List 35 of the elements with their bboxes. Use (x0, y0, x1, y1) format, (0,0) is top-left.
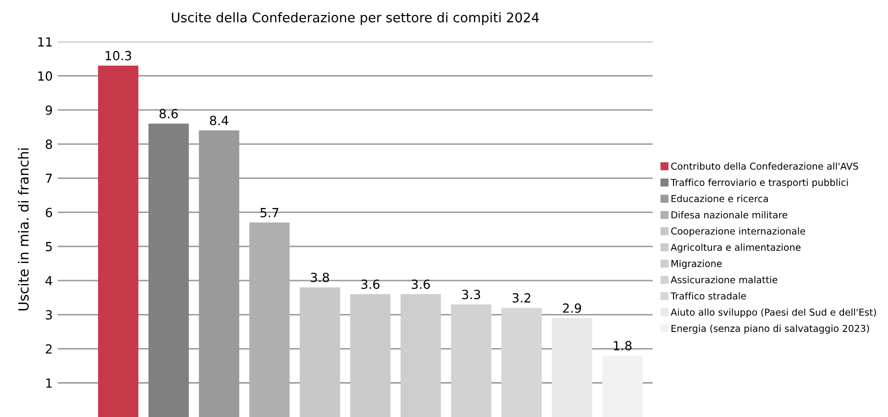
legend-label: Educazione e ricerca (672, 194, 768, 202)
data-label: 3.6 (412, 280, 430, 289)
legend-label: Energia (senza piano di salvataggio 2023) (672, 324, 869, 334)
y-tick-label: 4 (46, 276, 52, 286)
data-label: 2.9 (562, 303, 582, 313)
y-tick-label: 7 (46, 174, 52, 183)
legend-label: Migrazione (672, 260, 722, 269)
y-tick-label: 10 (38, 71, 52, 81)
legend-label: Difesa nazionale militare (672, 211, 788, 218)
y-axis-title: Uscite in mia. di franchi (18, 148, 29, 310)
y-tick-label: 6 (46, 208, 52, 218)
y-tick-label: 3 (46, 310, 52, 320)
data-label: 1.8 (614, 340, 632, 350)
legend-label: Contributo della Confederazione all'AVS (671, 162, 858, 170)
y-tick-label: 5 (46, 242, 52, 252)
legend-label: Traffico stradale (670, 292, 746, 300)
data-label: 10.3 (106, 50, 132, 60)
legend-label: Cooperazione internazionale (671, 227, 806, 236)
legend-label: Agricoltura e alimentazione (670, 244, 801, 253)
data-label: 8.6 (160, 108, 178, 118)
data-label: 5.7 (260, 208, 278, 218)
data-label: 3.6 (361, 280, 380, 289)
data-label: 8.4 (210, 116, 228, 126)
y-tick-label: 1 (46, 378, 52, 388)
y-tick-label: 8 (46, 140, 52, 149)
legend-label: Traffico ferroviario e trasporti pubblici (670, 178, 848, 188)
data-label: 3.8 (310, 272, 329, 282)
y-tick-label: 11 (38, 37, 52, 46)
y-tick-label: 9 (46, 105, 52, 115)
chart-title: Uscite della Confederazione per settore di compiti 2024 (172, 12, 539, 25)
data-label: 3.2 (512, 293, 530, 303)
legend-label: Aiuto allo sviluppo (Paesi del Sud e dell'Est) (670, 308, 876, 318)
data-label: 3.3 (462, 290, 480, 300)
legend-label: Assicurazione malattie (670, 276, 778, 284)
y-tick-label: 2 (46, 344, 52, 354)
